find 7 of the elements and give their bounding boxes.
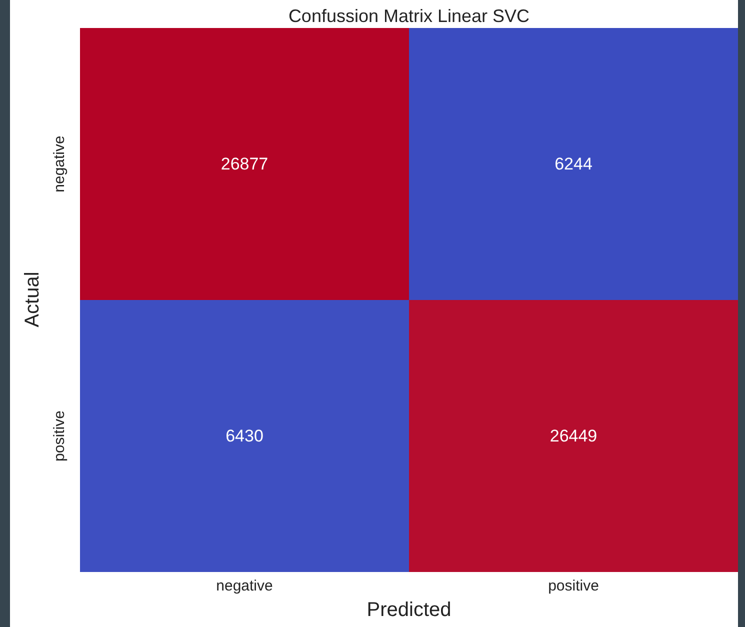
data-label: 26877 (220, 154, 268, 174)
x-axis-title: Predicted (366, 599, 452, 622)
data-label: 6430 (226, 426, 264, 446)
data-label: 26449 (550, 426, 598, 446)
y-axis-title: Actual (22, 270, 44, 330)
chart-title: Confussion Matrix Linear SVC (287, 6, 531, 27)
data-label: 6244 (554, 154, 592, 174)
